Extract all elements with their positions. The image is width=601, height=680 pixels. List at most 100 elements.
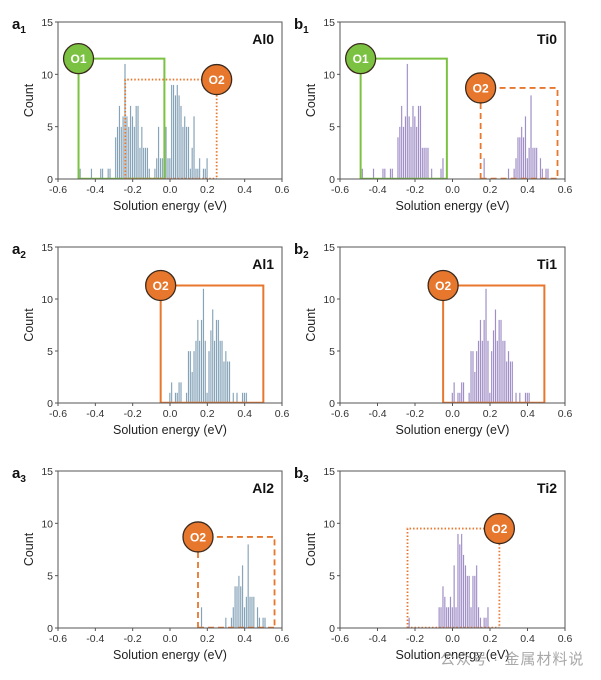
histogram-bar xyxy=(226,361,229,404)
histogram-bar xyxy=(232,392,235,404)
histogram-bar xyxy=(140,126,143,180)
panel-letter: b xyxy=(294,241,304,258)
histogram-bar xyxy=(532,147,534,180)
histogram-bar xyxy=(472,575,474,629)
histogram-bar xyxy=(464,565,467,629)
histogram-bar xyxy=(170,84,173,180)
panel-a3: O2 -0.6 -0.4 -0.2 0.0 0.2 0.4 0.6 0 5 10 15 Solution… xyxy=(22,466,289,662)
x-tick-label: -0.2 xyxy=(124,633,142,645)
histogram-bar xyxy=(101,168,104,180)
histogram-bar xyxy=(470,606,472,629)
histogram-bar xyxy=(475,350,478,404)
histogram-bar xyxy=(419,105,422,180)
histogram-bar xyxy=(438,606,441,629)
histogram-bar xyxy=(202,168,205,180)
y-tick-label: 5 xyxy=(329,571,335,583)
histogram-bar xyxy=(241,565,244,629)
histogram-bar xyxy=(172,84,175,180)
histogram-bar xyxy=(488,392,491,404)
histogram-bar xyxy=(116,126,119,180)
y-tick-label: 0 xyxy=(329,174,335,186)
histogram-bar xyxy=(430,168,433,180)
histogram-bar xyxy=(515,157,517,180)
histogram-bar xyxy=(479,617,482,629)
histogram-bar xyxy=(466,575,469,629)
histogram-bar xyxy=(449,596,452,629)
x-axis-title: Solution energy (eV) xyxy=(396,423,510,437)
x-tick-label: 0.2 xyxy=(200,184,215,196)
histogram-bar xyxy=(200,319,203,404)
y-tick-label: 15 xyxy=(323,242,335,254)
histogram-bar xyxy=(125,116,128,180)
histogram-bar xyxy=(507,350,510,404)
panel-label-b2: b2 xyxy=(294,241,309,261)
histogram-bar xyxy=(264,617,266,629)
region-o2-badge-label: O2 xyxy=(209,73,225,87)
x-tick-label: -0.6 xyxy=(49,633,67,645)
histogram-bar xyxy=(245,392,248,404)
x-tick-label: -0.6 xyxy=(49,408,67,420)
y-axis-title: Count xyxy=(22,532,36,566)
histogram-bar xyxy=(457,392,459,404)
plot-title: Ti1 xyxy=(537,256,557,272)
x-tick-label: 0.0 xyxy=(163,184,178,196)
region-o1-box xyxy=(77,57,166,179)
x-tick-label: 0.4 xyxy=(520,184,535,196)
histogram-bar xyxy=(383,168,386,180)
histogram-bar xyxy=(232,606,235,629)
histogram-bar xyxy=(217,319,220,404)
histogram-bar xyxy=(236,392,238,404)
histogram-bar xyxy=(462,382,465,404)
y-tick-label: 0 xyxy=(329,623,335,635)
histogram-bar xyxy=(483,319,486,404)
histogram-bar xyxy=(382,168,384,180)
x-tick-label: 0.6 xyxy=(275,633,290,645)
x-tick-label: 0.2 xyxy=(483,408,498,420)
histogram-bar xyxy=(472,350,474,404)
x-axis-title: Solution energy (eV) xyxy=(396,648,510,662)
histogram-bar xyxy=(485,617,487,629)
x-tick-label: 0.0 xyxy=(445,184,460,196)
y-tick-label: 15 xyxy=(41,242,53,254)
y-tick-label: 10 xyxy=(323,294,335,306)
histogram-bar xyxy=(440,168,442,180)
x-tick-label: 0.4 xyxy=(520,633,535,645)
panel-subscript: 1 xyxy=(20,25,26,36)
y-axis-title: Count xyxy=(304,532,318,566)
histogram-bar xyxy=(195,168,197,180)
region-o2-badge xyxy=(201,63,233,96)
histogram-bar xyxy=(485,288,487,404)
histogram-bar xyxy=(413,116,416,180)
histogram-bar xyxy=(168,392,171,404)
histogram-bar xyxy=(133,126,136,180)
x-tick-label: 0.4 xyxy=(237,633,252,645)
panel-b1: O1 O2 -0.6 -0.4 -0.2 0.0 0.2 0.4 0.6 0 5 10 15 Soluti… xyxy=(304,17,572,213)
histogram-bar xyxy=(487,606,489,629)
histogram-bar xyxy=(515,392,517,404)
histogram-bar xyxy=(517,136,519,180)
histogram-bar xyxy=(462,554,465,629)
x-tick-label: 0.4 xyxy=(237,184,252,196)
panel-label-a3: a3 xyxy=(12,465,26,485)
x-tick-label: -0.2 xyxy=(124,184,142,196)
histogram-bar xyxy=(500,319,502,404)
histogram-bar xyxy=(533,147,536,180)
region-o2-badge xyxy=(182,521,214,553)
histogram-bar xyxy=(219,340,222,404)
panel-subscript: 2 xyxy=(303,250,309,261)
histogram-bar xyxy=(391,168,394,180)
histogram-bar xyxy=(408,617,411,629)
panel-b3: O2 -0.6 -0.4 -0.2 0.0 0.2 0.4 0.6 0 5 10 15 Solution… xyxy=(304,466,572,662)
histogram-bar xyxy=(198,157,201,180)
y-tick-label: 15 xyxy=(41,17,53,29)
panel-label-b3: b3 xyxy=(294,465,309,485)
histogram-bar xyxy=(228,361,231,404)
histogram-bar xyxy=(513,168,516,180)
histogram-bar xyxy=(247,544,250,629)
x-tick-label: -0.2 xyxy=(406,408,424,420)
histogram-bar xyxy=(468,575,471,629)
panel-subscript: 1 xyxy=(303,25,309,36)
region-o1-badge-label: O1 xyxy=(71,52,87,66)
histogram-bar xyxy=(460,533,463,629)
panel-subscript: 2 xyxy=(20,250,26,261)
